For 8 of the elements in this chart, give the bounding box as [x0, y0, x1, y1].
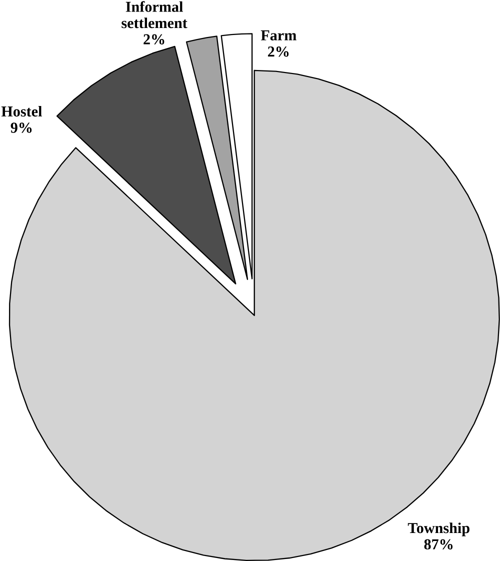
data-label: 9% — [10, 122, 32, 133]
data-label: 2% — [268, 46, 289, 57]
slice-label: Township — [408, 522, 470, 536]
slice-label: Hostel — [1, 106, 42, 117]
slice-label: Informal settlement — [122, 1, 188, 28]
slice-label: Farm — [260, 30, 296, 40]
data-label: 87% — [424, 539, 453, 550]
data-label: 2% — [144, 34, 164, 44]
